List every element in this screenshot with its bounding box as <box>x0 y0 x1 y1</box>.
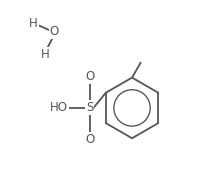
Text: O: O <box>85 70 94 83</box>
Text: HO: HO <box>50 101 68 114</box>
Text: O: O <box>85 133 94 146</box>
Text: S: S <box>86 101 93 114</box>
Text: O: O <box>49 25 59 38</box>
Text: H: H <box>29 17 38 30</box>
Text: H: H <box>41 48 50 61</box>
